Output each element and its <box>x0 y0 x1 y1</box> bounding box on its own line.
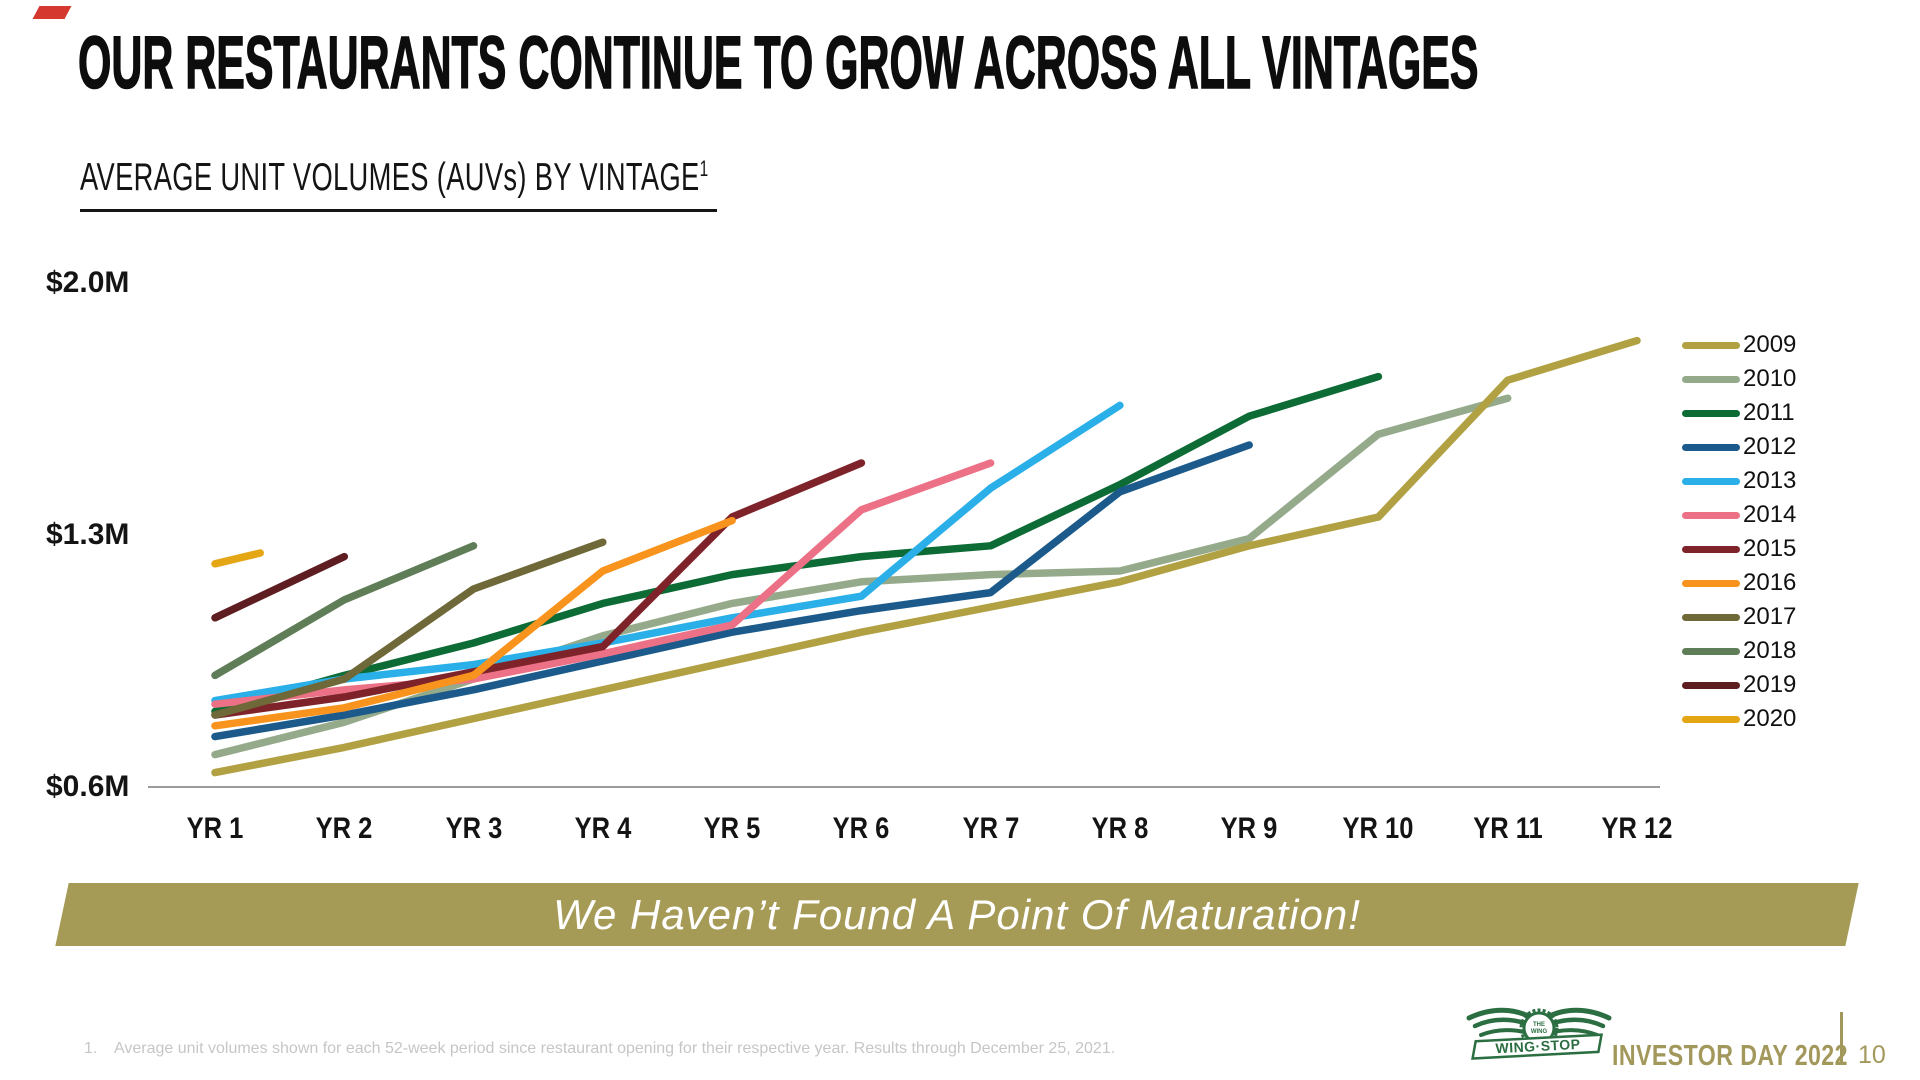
legend-swatch-2012 <box>1682 443 1740 451</box>
series-line-2010 <box>211 394 1512 759</box>
footnote: 1. Average unit volumes shown for each 5… <box>84 1040 1115 1058</box>
legend-label-2014: 2014 <box>1743 501 1797 528</box>
legend-swatch-2009 <box>1682 341 1740 349</box>
legend-item-2017: 2017 <box>1682 600 1796 634</box>
legend-item-2010: 2010 <box>1682 362 1796 396</box>
footnote-text: Average unit volumes shown for each 52-w… <box>114 1040 1116 1057</box>
x-axis-label-YR 1: YR 1 <box>186 812 244 845</box>
legend-item-2018: 2018 <box>1682 634 1796 668</box>
svg-text:WING: WING <box>1531 1029 1548 1035</box>
legend-label-2020: 2020 <box>1743 705 1797 732</box>
legend-label-2010: 2010 <box>1743 365 1797 392</box>
series-line-2019 <box>211 552 349 622</box>
x-axis-label-YR 7: YR 7 <box>962 812 1019 845</box>
svg-text:THE: THE <box>1533 1022 1545 1028</box>
legend-item-2016: 2016 <box>1682 566 1796 600</box>
page-number: 10 <box>1858 1041 1886 1069</box>
legend-label-2017: 2017 <box>1743 603 1797 630</box>
legend-label-2019: 2019 <box>1743 671 1797 698</box>
chart-title: AVERAGE UNIT VOLUMES (AUVs) BY VINTAGE1 <box>80 156 717 212</box>
legend-swatch-2018 <box>1682 647 1740 655</box>
legend-swatch-2010 <box>1682 375 1740 383</box>
x-axis-label-YR 2: YR 2 <box>315 812 373 845</box>
legend-swatch-2020 <box>1682 715 1740 723</box>
chart-title-text: AVERAGE UNIT VOLUMES (AUVs) BY VINTAGE <box>80 156 700 199</box>
legend-item-2013: 2013 <box>1682 464 1796 498</box>
maturation-banner-text: We Haven’t Found A Point Of Maturation! <box>553 891 1361 938</box>
legend-item-2009: 2009 <box>1682 328 1796 362</box>
legend-swatch-2014 <box>1682 511 1740 519</box>
legend-item-2012: 2012 <box>1682 430 1796 464</box>
series-line-2014 <box>211 459 995 708</box>
legend-item-2014: 2014 <box>1682 498 1796 532</box>
legend-label-2013: 2013 <box>1743 467 1797 494</box>
legend-label-2016: 2016 <box>1743 569 1797 596</box>
series-line-2016 <box>211 516 736 730</box>
svg-text:WING·STOP: WING·STOP <box>1495 1036 1581 1056</box>
page-title: OUR RESTAURANTS CONTINUE TO GROW ACROSS … <box>78 21 1479 104</box>
legend-swatch-2011 <box>1682 409 1740 417</box>
x-axis-label-YR 8: YR 8 <box>1091 812 1149 845</box>
x-axis-label-YR 11: YR 11 <box>1472 812 1543 845</box>
legend-label-2015: 2015 <box>1743 535 1797 562</box>
legend-swatch-2016 <box>1682 579 1740 587</box>
x-axis-label-YR 5: YR 5 <box>703 812 761 845</box>
x-axis-label-YR 10: YR 10 <box>1342 812 1414 845</box>
legend-swatch-2015 <box>1682 545 1740 553</box>
legend-item-2011: 2011 <box>1682 396 1796 430</box>
chart-title-superscript: 1 <box>699 156 709 181</box>
y-axis-label-$2.0M: $2.0M <box>46 266 130 299</box>
y-axis-label-$1.3M: $1.3M <box>46 518 130 551</box>
legend-item-2020: 2020 <box>1682 702 1796 736</box>
x-axis-label-YR 4: YR 4 <box>574 812 632 845</box>
series-line-2009 <box>211 336 1641 777</box>
legend-swatch-2013 <box>1682 477 1740 485</box>
series-line-2013 <box>211 401 1124 705</box>
x-axis-label-YR 12: YR 12 <box>1601 812 1673 845</box>
legend-swatch-2017 <box>1682 613 1740 621</box>
legend-label-2018: 2018 <box>1743 637 1797 664</box>
x-axis-label-YR 9: YR 9 <box>1220 812 1278 845</box>
footer-divider <box>1840 1012 1843 1064</box>
legend-label-2009: 2009 <box>1743 331 1797 358</box>
legend: 2009 2010 2011 2012 2013 2014 2015 2016 2017 2018… <box>1682 328 1796 736</box>
investor-day-label: INVESTOR DAY 2022 <box>1612 1040 1848 1072</box>
legend-item-2019: 2019 <box>1682 668 1796 702</box>
series-line-2020 <box>211 549 264 568</box>
legend-label-2011: 2011 <box>1743 399 1795 426</box>
series-line-2011 <box>211 372 1383 716</box>
maturation-banner: We Haven’t Found A Point Of Maturation! <box>55 883 1859 946</box>
series-line-2018 <box>211 542 478 680</box>
legend-swatch-2019 <box>1682 681 1740 689</box>
series-line-2017 <box>211 538 607 719</box>
wingstop-logo-icon: THE WING WING·STOP <box>1466 1007 1612 1060</box>
legend-item-2015: 2015 <box>1682 532 1796 566</box>
footnote-number: 1. <box>84 1040 98 1057</box>
x-axis-label-YR 3: YR 3 <box>445 812 502 845</box>
y-axis-label-$0.6M: $0.6M <box>46 770 130 803</box>
series-line-2012 <box>211 441 1253 741</box>
series-line-2015 <box>211 459 866 719</box>
x-axis-label-YR 6: YR 6 <box>832 812 890 845</box>
legend-label-2012: 2012 <box>1743 433 1797 460</box>
